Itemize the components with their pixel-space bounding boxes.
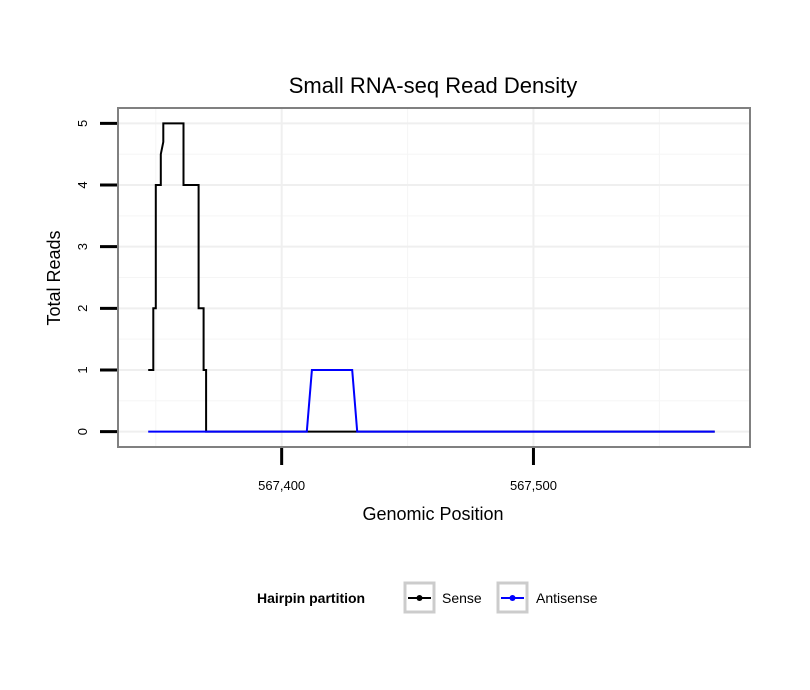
y-tick-label: 1: [75, 366, 90, 373]
y-tick-label: 5: [75, 120, 90, 127]
legend-point-sense: [416, 595, 423, 601]
legend-item-antisense: Antisense: [496, 581, 598, 614]
x-axis: 567,400 567,500: [258, 448, 557, 493]
legend-item-sense: Sense: [403, 581, 482, 614]
legend-title: Hairpin partition: [257, 590, 365, 606]
series-layer: [148, 122, 715, 433]
y-tick-label: 0: [75, 428, 90, 435]
y-tick-label: 3: [75, 243, 90, 250]
series-line-sense: [148, 122, 715, 433]
x-tick-label: 567,400: [258, 478, 305, 493]
legend-label-sense: Sense: [442, 590, 482, 606]
legend: Hairpin partition Sense Antisense: [257, 581, 598, 614]
y-axis-label: Total Reads: [44, 230, 64, 325]
legend-label-antisense: Antisense: [536, 590, 598, 606]
series-line-antisense: [148, 369, 715, 433]
x-axis-label: Genomic Position: [362, 504, 503, 524]
grid: [118, 108, 750, 447]
y-axis: 0 1 2 3 4 5: [75, 120, 117, 435]
legend-point-antisense: [509, 595, 516, 601]
y-tick-label: 2: [75, 305, 90, 312]
y-tick-label: 4: [75, 181, 90, 188]
plot-panel: [117, 107, 751, 448]
chart-title: Small RNA-seq Read Density: [289, 73, 578, 98]
x-tick-label: 567,500: [510, 478, 557, 493]
